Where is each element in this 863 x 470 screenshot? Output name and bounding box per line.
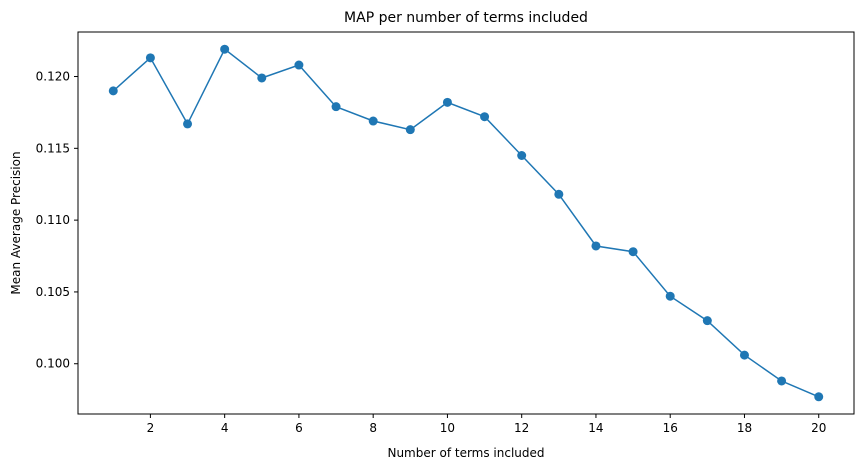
series-line <box>112 48 819 398</box>
x-tick-label: 18 <box>737 421 752 435</box>
plot-frame <box>77 31 855 415</box>
data-point <box>220 44 230 54</box>
chart-title: MAP per number of terms included <box>344 10 588 26</box>
y-axis-label: Mean Average Precision <box>9 151 23 294</box>
data-point <box>739 350 749 360</box>
x-tick-label: 2 <box>147 421 155 435</box>
data-point <box>294 60 304 70</box>
data-point <box>554 189 564 199</box>
x-axis-ticks: 2 4 6 8 10 12 14 16 18 20 <box>147 414 826 435</box>
x-tick-label: 4 <box>221 421 229 435</box>
y-tick-label: 0.100 <box>36 357 70 371</box>
data-point <box>628 247 638 257</box>
x-axis-label: Number of terms included <box>387 446 544 460</box>
y-axis-ticks: 0.100 0.105 0.110 0.115 0.120 <box>36 70 78 371</box>
x-tick-label: 12 <box>514 421 529 435</box>
y-tick-label: 0.110 <box>36 213 70 227</box>
data-point <box>405 125 415 135</box>
data-point <box>517 151 527 161</box>
data-point <box>145 53 155 63</box>
x-tick-label: 20 <box>811 421 826 435</box>
y-tick-label: 0.115 <box>36 141 70 155</box>
data-point <box>368 116 378 126</box>
data-point <box>814 392 824 402</box>
data-point <box>777 376 787 386</box>
data-point <box>665 291 675 301</box>
x-tick-label: 8 <box>369 421 377 435</box>
y-tick-label: 0.120 <box>36 70 70 84</box>
data-point <box>183 119 193 129</box>
plot-area <box>108 44 824 402</box>
x-tick-label: 14 <box>588 421 603 435</box>
data-point <box>591 241 601 251</box>
data-point <box>108 86 118 96</box>
x-tick-label: 16 <box>663 421 678 435</box>
data-point <box>331 102 341 112</box>
x-tick-label: 6 <box>295 421 303 435</box>
x-tick-label: 10 <box>440 421 455 435</box>
data-point <box>480 112 490 122</box>
data-point <box>702 316 712 326</box>
y-tick-label: 0.105 <box>36 285 70 299</box>
data-point <box>257 73 267 83</box>
data-point <box>442 97 452 107</box>
